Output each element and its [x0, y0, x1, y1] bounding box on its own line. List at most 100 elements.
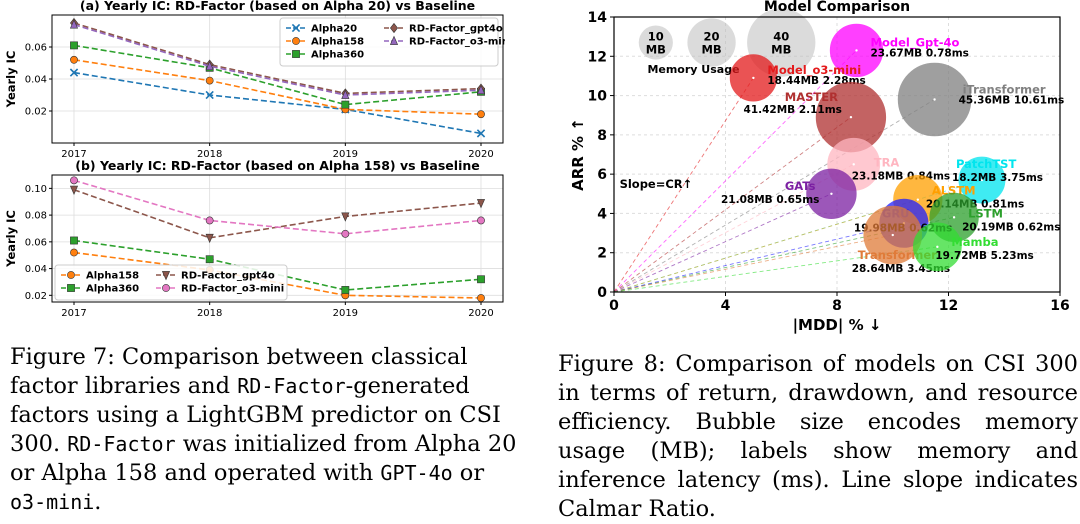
x-marker	[69, 68, 79, 77]
triangle-down-marker	[205, 233, 214, 244]
caption-text: Figure 7: Comparison between classical f…	[10, 344, 468, 399]
size-legend-bubble	[687, 18, 736, 67]
series-line	[73, 239, 482, 291]
bubble-info-label: 19.72MB 5.23ms	[935, 250, 1033, 262]
bubble-name-label: PatchTST	[956, 157, 1017, 171]
series-line	[73, 22, 482, 95]
x-tick-label: 2018	[197, 149, 222, 160]
legend-box	[54, 264, 288, 301]
triangle-up-marker	[205, 60, 214, 71]
yearly-ic-alpha20-chart: (a) Yearly IC: RD-Factor (based on Alpha…	[0, 0, 512, 160]
circle-marker	[67, 271, 75, 279]
square-marker	[70, 236, 78, 245]
x-tick-label: 2019	[333, 149, 358, 160]
y-tick-label: 0.02	[25, 107, 47, 118]
y-tick-label: 0.04	[25, 75, 47, 86]
bubble-name-label: Model_Gpt-4o	[871, 35, 960, 50]
x-marker	[291, 23, 301, 33]
bubble-info-label: 18.2MB 3.75ms	[952, 172, 1043, 184]
slope-line	[613, 222, 905, 293]
bubble-center	[933, 98, 936, 101]
bubble-info-label: 23.67MB 0.78ms	[871, 47, 969, 59]
size-legend-label: MB	[771, 43, 791, 57]
bubble-name-label: GATs	[785, 179, 816, 193]
series-rd-factor-o3-mini	[70, 176, 485, 238]
bubble-center	[891, 233, 894, 237]
y-axis-label: ARR % ↑	[570, 118, 587, 191]
series-line	[73, 59, 482, 115]
triangle-up-marker	[341, 89, 350, 99]
legend-box	[279, 17, 499, 67]
triangle-down-marker	[161, 271, 171, 281]
bubble-name-label: Model_o3-mini	[767, 63, 861, 78]
circle-marker	[70, 248, 78, 257]
triangle-up-marker	[389, 35, 399, 45]
y-tick-label: 0.10	[25, 184, 47, 195]
bubble-name-label: iTransformer	[963, 83, 1046, 97]
bubble-info-label: 20.19MB 0.62ms	[962, 221, 1060, 233]
series-line	[73, 188, 482, 239]
circle-marker	[292, 37, 300, 45]
y-tick-label: 4	[597, 206, 607, 222]
x-tick-label: 4	[721, 298, 731, 314]
y-tick-label: 8	[597, 128, 607, 144]
bubble-center	[849, 115, 853, 119]
x-marker	[476, 129, 486, 138]
circle-marker	[70, 176, 78, 185]
legend: Alpha158 Alpha360 RD-Factor_gpt4o RD-Factor…	[54, 264, 288, 301]
size-legend-label: 40	[773, 30, 789, 44]
figure-7-caption: Figure 7: Comparison between classical f…	[10, 343, 525, 517]
legend-label: Alpha158	[311, 37, 364, 48]
size-legend-label: MB	[701, 43, 721, 57]
x-tick-label: 12	[939, 298, 958, 314]
figure-8-caption: Figure 8: Comparison of models on CSI 30…	[558, 351, 1078, 522]
caption-text: -generated factors using a LightGBM pred…	[10, 373, 501, 457]
bubble-name-label: TRA	[874, 155, 900, 169]
size-legend-title: Memory Usage	[647, 63, 739, 76]
legend-label: RD-Factor_gpt4o	[181, 271, 275, 282]
square-marker	[70, 41, 78, 50]
legend-label: Alpha360	[311, 50, 364, 61]
triangle-up-marker	[69, 19, 79, 29]
circle-marker	[341, 229, 350, 238]
legend-label: Alpha20	[311, 24, 357, 35]
y-tick-label: 0.04	[25, 264, 47, 275]
bubble-center	[852, 163, 855, 166]
chart-title: (b) Yearly IC: RD-Factor (based on Alpha…	[75, 160, 480, 173]
caption-text: was initialized from Alpha 20 or Alpha 1…	[10, 431, 517, 486]
x-tick-label: 16	[1050, 298, 1069, 314]
square-marker	[477, 275, 485, 284]
circle-marker	[205, 76, 214, 85]
slope-line	[613, 246, 938, 293]
y-tick-label: 0.06	[25, 237, 47, 248]
bubble-info-label: 21.08MB 0.65ms	[721, 194, 819, 206]
caption-code: RD-Factor	[67, 432, 176, 456]
x-axis-label: |MDD| % ↓	[793, 316, 882, 335]
diamond-marker	[390, 22, 398, 34]
x-tick-label: 2017	[61, 308, 86, 319]
y-tick-label: 14	[588, 10, 608, 26]
series-line	[73, 179, 482, 235]
y-axis-label: Yearly IC	[4, 51, 18, 109]
x-tick-label: 8	[832, 298, 842, 314]
series-alpha158	[70, 55, 485, 119]
circle-marker	[477, 216, 485, 225]
series-line	[73, 23, 482, 96]
x-marker	[205, 90, 214, 100]
slope-line	[613, 234, 893, 293]
bubble-info-label: 45.36MB 10.61ms	[959, 95, 1065, 107]
series-line	[73, 71, 482, 135]
square-marker	[67, 284, 75, 292]
square-marker	[341, 100, 350, 109]
series-alpha360	[70, 236, 485, 294]
bubble-center	[952, 216, 956, 219]
x-tick-label: 2019	[333, 308, 358, 319]
bubble-name-label: MASTER	[785, 90, 838, 104]
slope-annotation: Slope=CR↑	[620, 177, 693, 191]
